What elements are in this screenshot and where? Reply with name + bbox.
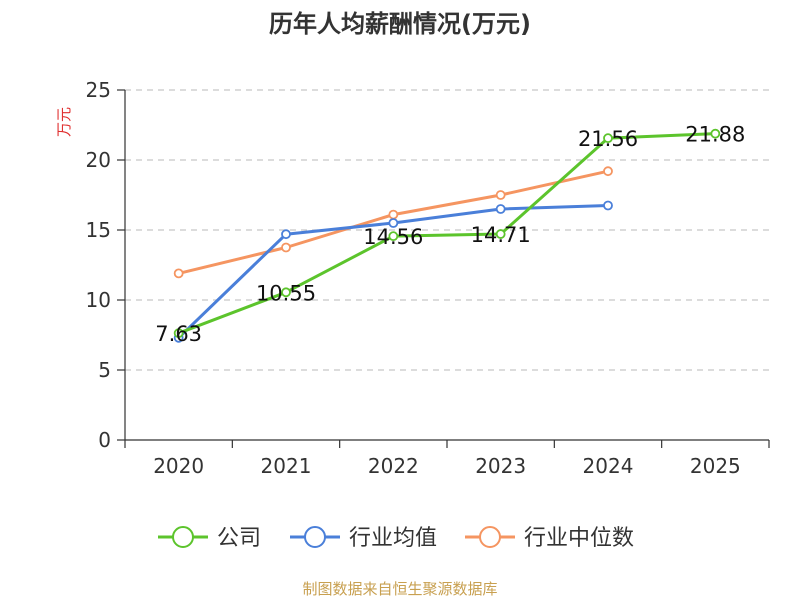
data-point[interactable]	[603, 133, 613, 144]
data-label: 10.55	[256, 281, 316, 305]
y-tick-label: 10	[86, 288, 111, 312]
x-tick-label: 2025	[690, 454, 741, 478]
x-tick-label: 2023	[475, 454, 526, 478]
chart-title: 历年人均薪酬情况(万元)	[269, 10, 531, 38]
data-label: 14.71	[471, 223, 531, 247]
data-point[interactable]	[173, 328, 184, 339]
legend-label: 行业均值	[349, 526, 437, 551]
data-point[interactable]	[173, 268, 184, 279]
legend-label: 行业中位数	[524, 526, 634, 551]
data-point[interactable]	[495, 229, 506, 239]
data-point[interactable]	[603, 200, 613, 211]
data-point[interactable]	[603, 166, 613, 177]
series-line	[178, 132, 716, 335]
data-point[interactable]	[710, 128, 721, 139]
data-point[interactable]	[388, 209, 399, 220]
grid	[125, 89, 769, 371]
data-point[interactable]	[281, 242, 291, 253]
data-point[interactable]	[388, 218, 399, 228]
data-point[interactable]	[495, 204, 506, 214]
data-point[interactable]	[495, 190, 506, 200]
legend[interactable]: 公司 行业均值 行业中位数	[158, 526, 634, 551]
y-axis-label: 万元	[55, 107, 73, 137]
source-note: 制图数据来自恒生聚源数据库	[302, 580, 497, 598]
x-tick-label: 2020	[153, 454, 204, 478]
y-tick-label: 25	[86, 78, 111, 102]
legend-item[interactable]: 行业均值	[290, 526, 437, 551]
y-tick-label: 5	[98, 358, 111, 382]
data-labels: 7.63 10.55 14.56 14.71 21.56 21.88	[155, 123, 745, 347]
data-label: 21.56	[578, 127, 638, 151]
y-tick-label: 20	[86, 148, 111, 172]
y-tick-label: 15	[86, 218, 111, 242]
series	[173, 128, 721, 343]
legend-label: 公司	[217, 526, 261, 551]
x-tick-label: 2024	[583, 454, 634, 478]
data-label: 14.56	[363, 225, 423, 249]
data-label: 21.88	[685, 123, 745, 147]
x-tick-label: 2022	[368, 454, 419, 478]
x-tick-label: 2021	[261, 454, 312, 478]
legend-marker	[304, 526, 326, 548]
data-point[interactable]	[388, 231, 399, 242]
data-point[interactable]	[281, 229, 291, 240]
legend-item[interactable]: 公司	[158, 526, 261, 551]
y-tick-label: 0	[98, 428, 111, 452]
legend-marker	[172, 526, 194, 548]
legend-marker	[479, 526, 501, 548]
legend-item[interactable]: 行业中位数	[465, 526, 634, 551]
data-point[interactable]	[281, 287, 291, 298]
data-label: 7.63	[155, 322, 202, 346]
